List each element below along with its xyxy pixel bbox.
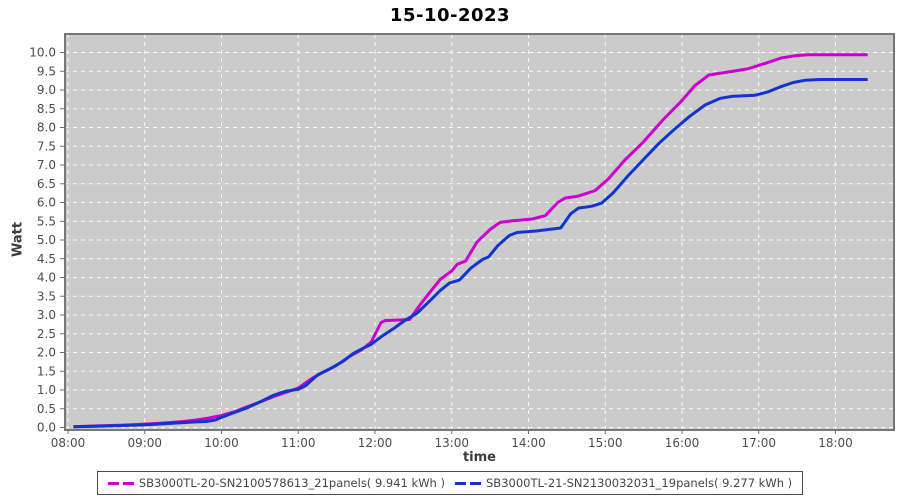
svg-text:6.0: 6.0 — [37, 196, 56, 210]
plot-border — [64, 33, 895, 431]
y-axis-label: Watt — [10, 221, 26, 258]
series-line-2 — [73, 78, 868, 429]
gridlines — [65, 34, 894, 430]
svg-text:2.5: 2.5 — [37, 327, 56, 341]
svg-text:3.5: 3.5 — [37, 289, 56, 303]
legend-item-series1: SB3000TL-20-SN2100578613_21panels( 9.941… — [107, 476, 445, 490]
y-tick-labels: 0.0 0.5 1.0 1.5 2.0 2.5 3.0 3.5 4.0 4.5 5.0 5.5 6.0 6… — [29, 46, 56, 435]
x-tick-labels: 08:00 09:00 10:00 11:00 12:00 13:00 14:00 15:00… — [51, 436, 853, 450]
svg-text:08:00: 08:00 — [51, 436, 86, 450]
svg-text:13:00: 13:00 — [434, 436, 469, 450]
svg-text:7.5: 7.5 — [37, 139, 56, 153]
svg-text:09:00: 09:00 — [127, 436, 162, 450]
svg-text:18:00: 18:00 — [818, 436, 853, 450]
svg-text:8.0: 8.0 — [37, 121, 56, 135]
svg-text:11:00: 11:00 — [281, 436, 316, 450]
svg-text:5.5: 5.5 — [37, 214, 56, 228]
plot-area — [65, 34, 894, 430]
chart-title: 15-10-2023 — [389, 5, 511, 26]
svg-text:3.0: 3.0 — [37, 308, 56, 322]
legend-item-series2: SB3000TL-21-SN2130032031_19panels( 9.277… — [455, 476, 792, 490]
svg-text:2.0: 2.0 — [37, 346, 56, 360]
svg-text:5.0: 5.0 — [37, 233, 56, 247]
legend-label-series1: SB3000TL-20-SN2100578613_21panels( 9.941… — [138, 476, 445, 490]
svg-text:10:00: 10:00 — [204, 436, 239, 450]
svg-text:6.5: 6.5 — [37, 177, 56, 191]
svg-text:15:00: 15:00 — [588, 436, 623, 450]
svg-text:4.5: 4.5 — [37, 252, 56, 266]
series2-line-swatch — [455, 481, 481, 485]
series1-line-swatch — [107, 481, 134, 485]
svg-text:1.0: 1.0 — [37, 383, 56, 397]
svg-text:8.5: 8.5 — [37, 102, 56, 116]
svg-text:9.0: 9.0 — [37, 83, 56, 97]
svg-text:1.5: 1.5 — [37, 364, 56, 378]
legend-box: SB3000TL-20-SN2100578613_21panels( 9.941… — [96, 471, 804, 495]
svg-text:17:00: 17:00 — [741, 436, 776, 450]
tick-marks — [60, 52, 836, 434]
svg-text:9.5: 9.5 — [37, 64, 56, 78]
svg-text:4.0: 4.0 — [37, 271, 56, 285]
svg-text:10.0: 10.0 — [29, 46, 56, 60]
legend-label-series2: SB3000TL-21-SN2130032031_19panels( 9.277… — [486, 476, 793, 490]
svg-text:7.0: 7.0 — [37, 158, 56, 172]
svg-text:0.0: 0.0 — [37, 421, 56, 435]
svg-text:16:00: 16:00 — [665, 436, 700, 450]
svg-text:0.5: 0.5 — [37, 402, 56, 416]
svg-text:14:00: 14:00 — [511, 436, 546, 450]
x-axis-label: time — [462, 450, 497, 465]
legend: SB3000TL-20-SN2100578613_21panels( 9.941… — [0, 471, 900, 495]
svg-text:12:00: 12:00 — [358, 436, 393, 450]
